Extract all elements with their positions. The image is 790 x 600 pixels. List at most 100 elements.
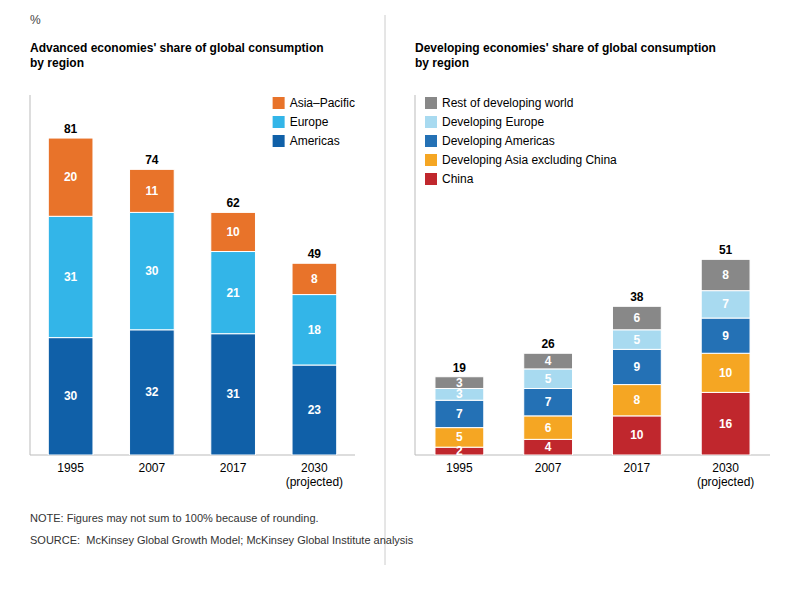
bars — [435, 259, 750, 455]
legend-label: Developing Asia excluding China — [442, 153, 617, 167]
data-label: 8 — [634, 393, 641, 407]
y-axis-line — [30, 95, 31, 455]
bar-segment — [524, 388, 573, 415]
total-label: 81 — [64, 122, 78, 136]
x-tick-label: 1995 — [57, 461, 84, 475]
x-tick-label-line: 2017 — [220, 461, 247, 475]
page: {"chart_data": [ {"type": "bar", "stacke… — [0, 0, 790, 600]
data-label: 7 — [545, 395, 552, 409]
bar-segment — [292, 295, 337, 365]
x-tick-label: 1995 — [446, 461, 473, 475]
data-label: 9 — [634, 360, 641, 374]
x-tick-label: 2030(projected) — [286, 461, 343, 489]
x-tick-label: 2007 — [535, 461, 562, 475]
bar-segment — [48, 216, 93, 337]
legend: Rest of developing worldDeveloping Europ… — [425, 96, 617, 186]
data-label: 9 — [722, 329, 729, 343]
legend-swatch — [273, 97, 285, 109]
chart: Developing economies' share of global co… — [415, 41, 770, 489]
legend-label: China — [442, 172, 474, 186]
data-label: 7 — [722, 297, 729, 311]
x-tick-label-line: 2030 — [712, 461, 739, 475]
total-label: 51 — [719, 243, 733, 257]
data-label: 5 — [456, 430, 463, 444]
divider — [385, 15, 386, 565]
data-label: 16 — [719, 417, 733, 431]
data-label: 4 — [545, 354, 552, 368]
data-label: 8 — [722, 268, 729, 282]
total-label: 49 — [308, 247, 322, 261]
bar-segment — [211, 334, 256, 455]
data-labels: 2410165681077993557346819263851 — [453, 243, 733, 458]
x-tick-label: 2017 — [220, 461, 247, 475]
x-tick-label-line: (projected) — [286, 475, 343, 489]
data-label: 18 — [308, 323, 322, 337]
bar-segment — [701, 318, 750, 353]
data-label: 7 — [456, 407, 463, 421]
bar-segment — [612, 385, 661, 416]
data-label: 21 — [226, 286, 240, 300]
background — [0, 0, 790, 600]
bar-segment — [48, 138, 93, 216]
bar-segment — [130, 212, 175, 329]
bar-segment — [130, 330, 175, 455]
legend-label: Asia–Pacific — [290, 96, 355, 110]
bar-segment — [435, 428, 484, 448]
x-tick-label: 2007 — [139, 461, 166, 475]
data-label: 10 — [719, 366, 733, 380]
legend: Asia–PacificEuropeAmericas — [273, 96, 355, 148]
data-label: 23 — [308, 403, 322, 417]
annotation: SOURCE: McKinsey Global Growth Model; Mc… — [30, 534, 414, 546]
bar-segment — [211, 252, 256, 334]
legend-swatch — [273, 135, 285, 147]
bar-segment — [701, 291, 750, 318]
total-label: 62 — [226, 196, 240, 210]
data-label: 10 — [226, 225, 240, 239]
bar-segment — [612, 330, 661, 350]
bar-segment — [292, 365, 337, 455]
legend-label: Developing Europe — [442, 115, 544, 129]
data-label: 31 — [226, 387, 240, 401]
bars — [48, 138, 336, 455]
bar-segment — [612, 349, 661, 384]
total-label: 19 — [453, 361, 467, 375]
legend-label: Americas — [290, 134, 340, 148]
x-tick-label-line: 2007 — [535, 461, 562, 475]
chart: Advanced economies' share of global cons… — [30, 13, 414, 546]
title-line: Advanced economies' share of global cons… — [30, 41, 324, 55]
bar-segment — [524, 353, 573, 369]
data-label: 8 — [311, 272, 318, 286]
data-label: 5 — [545, 372, 552, 386]
total-label: 26 — [541, 337, 555, 351]
data-label: 2 — [456, 444, 463, 458]
bar-segment — [701, 392, 750, 455]
bar-segment — [48, 338, 93, 455]
title-line: by region — [30, 56, 84, 70]
data-label: 31 — [64, 270, 78, 284]
figure: Advanced economies' share of global cons… — [0, 0, 790, 600]
total-label: 74 — [145, 153, 159, 167]
y-axis-line — [415, 95, 416, 455]
legend-swatch — [425, 116, 437, 128]
data-label: 4 — [545, 440, 552, 454]
bar-segment — [524, 369, 573, 389]
annotation-line: SOURCE: McKinsey Global Growth Model; Mc… — [30, 534, 414, 546]
x-tick-label-line: 2017 — [624, 461, 651, 475]
data-labels: 3032312331302118201110881746249 — [64, 122, 321, 417]
x-tick-label: 2030(projected) — [697, 461, 754, 489]
bar-segment — [211, 212, 256, 251]
x-tick-label-line: 2030 — [301, 461, 328, 475]
x-tick-label-line: 1995 — [57, 461, 84, 475]
data-label: 6 — [634, 311, 641, 325]
x-tick-label-line: (projected) — [697, 475, 754, 489]
bar-segment — [612, 416, 661, 455]
legend-swatch — [273, 116, 285, 128]
title: Developing economies' share of global co… — [415, 41, 716, 70]
data-label: 3 — [456, 376, 463, 390]
bar-segment — [524, 416, 573, 439]
data-label: 30 — [145, 264, 159, 278]
legend-swatch — [425, 135, 437, 147]
legend-swatch — [425, 173, 437, 185]
bar-segment — [701, 259, 750, 290]
x-tick-label-line: 2007 — [139, 461, 166, 475]
